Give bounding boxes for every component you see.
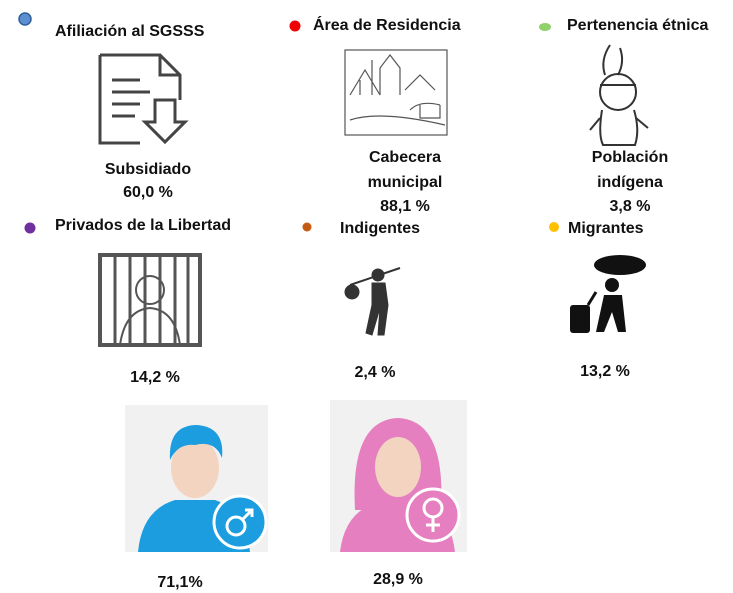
item-title: Migrantes [568, 220, 644, 237]
bullet [24, 222, 36, 234]
document-icon [98, 53, 189, 145]
gender-value: 71,1% [157, 574, 202, 591]
male-card [125, 405, 268, 552]
item-title: Pertenencia étnica [567, 17, 709, 34]
item-value: 14,2 % [130, 369, 180, 386]
village-sketch [344, 49, 448, 136]
bullet [549, 222, 559, 232]
item-label: municipal [368, 174, 443, 191]
item-value: 60,0 % [123, 184, 173, 201]
bullet [302, 222, 312, 232]
item-value: 88,1 % [380, 198, 430, 215]
figure-sketch [589, 44, 649, 146]
bullet [289, 20, 301, 32]
item-title: Privados de la Libertad [55, 217, 231, 234]
gender-value: 28,9 % [373, 571, 423, 588]
item-title: Indigentes [340, 220, 420, 237]
item-label: Subsidiado [105, 161, 191, 178]
item-title: Afiliación al SGSSS [55, 23, 205, 40]
item-value: 13,2 % [580, 363, 630, 380]
item-title: Área de Residencia [313, 15, 461, 34]
migrant-icon [570, 255, 646, 333]
item-value: 3,8 % [610, 198, 651, 215]
item-label: Cabecera [369, 149, 441, 166]
female-card [330, 400, 467, 552]
bullet [539, 23, 551, 31]
item-value: 2,4 % [355, 364, 396, 381]
item-label: indígena [597, 174, 663, 191]
bullet [18, 12, 32, 26]
indigent-icon [344, 267, 401, 336]
jail-icon [98, 253, 202, 347]
item-label: Población [592, 149, 668, 166]
